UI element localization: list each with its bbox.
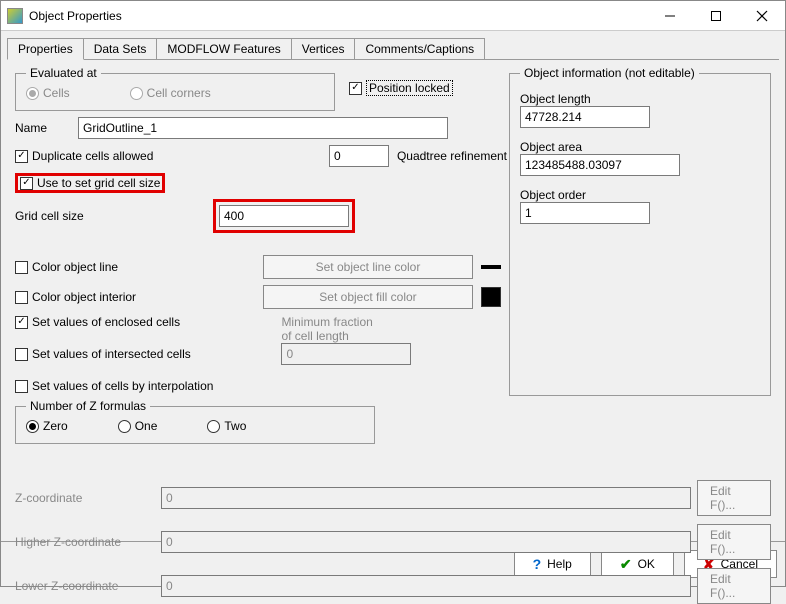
radio-cell-corners-label: Cell corners bbox=[147, 86, 211, 100]
object-info-group: Object information (not editable) Object… bbox=[509, 66, 771, 396]
quadtree-refinement-input[interactable] bbox=[329, 145, 389, 167]
app-icon bbox=[7, 8, 23, 24]
color-object-interior-label: Color object interior bbox=[32, 290, 136, 304]
higher-z-input bbox=[161, 531, 691, 553]
evaluated-at-group: Evaluated at Cells Cell corners bbox=[15, 66, 335, 111]
edit-f-z-button: Edit F()... bbox=[697, 480, 771, 516]
radio-one-label: One bbox=[135, 419, 158, 433]
radio-icon bbox=[118, 420, 131, 433]
tab-modflow-features[interactable]: MODFLOW Features bbox=[157, 38, 291, 60]
radio-one[interactable]: One bbox=[118, 419, 158, 433]
quadtree-refinement-label: Quadtree refinement bbox=[397, 149, 507, 163]
grid-cell-size-input[interactable] bbox=[219, 205, 349, 227]
lower-z-label: Lower Z-coordinate bbox=[15, 579, 155, 593]
tab-strip: Properties Data Sets MODFLOW Features Ve… bbox=[1, 31, 785, 59]
object-order-value[interactable] bbox=[520, 202, 650, 224]
z-formulas-group: Number of Z formulas Zero One Two bbox=[15, 399, 375, 444]
name-label: Name bbox=[15, 121, 70, 135]
highlight-use-grid-cell-size: ✓ Use to set grid cell size bbox=[15, 173, 165, 193]
check-icon: ✓ bbox=[15, 316, 28, 329]
radio-icon bbox=[207, 420, 220, 433]
object-order-label: Object order bbox=[520, 188, 760, 202]
tab-properties[interactable]: Properties bbox=[7, 38, 84, 60]
tab-page-properties: Evaluated at Cells Cell corners ✓ bbox=[7, 59, 779, 541]
position-locked-label: Position locked bbox=[366, 80, 453, 96]
radio-two[interactable]: Two bbox=[207, 419, 246, 433]
use-grid-cell-size-label: Use to set grid cell size bbox=[37, 176, 160, 190]
set-enclosed-label: Set values of enclosed cells bbox=[32, 315, 180, 329]
maximize-button[interactable] bbox=[693, 1, 739, 31]
title-bar: Object Properties bbox=[1, 1, 785, 31]
set-object-fill-color-button: Set object fill color bbox=[263, 285, 473, 309]
radio-zero-label: Zero bbox=[43, 419, 68, 433]
check-icon bbox=[15, 291, 28, 304]
grid-cell-size-label: Grid cell size bbox=[15, 209, 205, 223]
tab-vertices[interactable]: Vertices bbox=[292, 38, 356, 60]
min-fraction-label1: Minimum fraction bbox=[281, 315, 411, 329]
check-icon bbox=[15, 348, 28, 361]
radio-zero[interactable]: Zero bbox=[26, 419, 68, 433]
check-icon bbox=[15, 261, 28, 274]
color-object-line-checkbox[interactable]: Color object line bbox=[15, 260, 255, 274]
check-icon: ✓ bbox=[349, 82, 362, 95]
window-title: Object Properties bbox=[29, 9, 647, 23]
object-area-value[interactable] bbox=[520, 154, 680, 176]
duplicate-cells-checkbox[interactable]: ✓ Duplicate cells allowed bbox=[15, 149, 153, 163]
evaluated-at-legend: Evaluated at bbox=[26, 66, 101, 80]
highlight-grid-cell-size-value bbox=[213, 199, 355, 233]
set-enclosed-checkbox[interactable]: ✓ Set values of enclosed cells bbox=[15, 315, 213, 329]
radio-icon bbox=[26, 420, 39, 433]
set-interp-checkbox[interactable]: Set values of cells by interpolation bbox=[15, 379, 213, 393]
radio-cells-label: Cells bbox=[43, 86, 70, 100]
radio-cell-corners-icon bbox=[130, 87, 143, 100]
use-grid-cell-size-checkbox[interactable]: ✓ Use to set grid cell size bbox=[20, 176, 160, 190]
check-icon bbox=[15, 380, 28, 393]
color-object-line-label: Color object line bbox=[32, 260, 118, 274]
minimize-button[interactable] bbox=[647, 1, 693, 31]
min-fraction-label2: of cell length bbox=[281, 329, 411, 343]
object-info-legend: Object information (not editable) bbox=[520, 66, 699, 80]
edit-f-lower-z-button: Edit F()... bbox=[697, 568, 771, 604]
object-area-label: Object area bbox=[520, 140, 760, 154]
set-object-line-color-button: Set object line color bbox=[263, 255, 473, 279]
set-intersected-label: Set values of intersected cells bbox=[32, 347, 191, 361]
object-length-label: Object length bbox=[520, 92, 760, 106]
duplicate-cells-label: Duplicate cells allowed bbox=[32, 149, 153, 163]
radio-cells: Cells bbox=[26, 86, 70, 100]
tab-data-sets[interactable]: Data Sets bbox=[84, 38, 158, 60]
object-length-value[interactable] bbox=[520, 106, 650, 128]
set-intersected-checkbox[interactable]: Set values of intersected cells bbox=[15, 347, 213, 361]
z-coord-input bbox=[161, 487, 691, 509]
min-fraction-input bbox=[281, 343, 411, 365]
tab-comments-captions[interactable]: Comments/Captions bbox=[355, 38, 485, 60]
radio-cells-icon bbox=[26, 87, 39, 100]
color-object-interior-checkbox[interactable]: Color object interior bbox=[15, 290, 255, 304]
object-properties-window: Object Properties Properties Data Sets M… bbox=[0, 0, 786, 587]
line-color-swatch bbox=[481, 265, 501, 269]
z-formulas-legend: Number of Z formulas bbox=[26, 399, 150, 413]
edit-f-higher-z-button: Edit F()... bbox=[697, 524, 771, 560]
close-button[interactable] bbox=[739, 1, 785, 31]
name-input[interactable] bbox=[78, 117, 448, 139]
higher-z-label: Higher Z-coordinate bbox=[15, 535, 155, 549]
lower-z-input bbox=[161, 575, 691, 597]
fill-color-swatch bbox=[481, 287, 501, 307]
check-icon: ✓ bbox=[15, 150, 28, 163]
z-coord-label: Z-coordinate bbox=[15, 491, 155, 505]
position-locked-checkbox[interactable]: ✓ Position locked bbox=[349, 80, 453, 96]
radio-two-label: Two bbox=[224, 419, 246, 433]
set-interp-label: Set values of cells by interpolation bbox=[32, 379, 213, 393]
radio-cell-corners: Cell corners bbox=[130, 86, 211, 100]
check-icon: ✓ bbox=[20, 177, 33, 190]
